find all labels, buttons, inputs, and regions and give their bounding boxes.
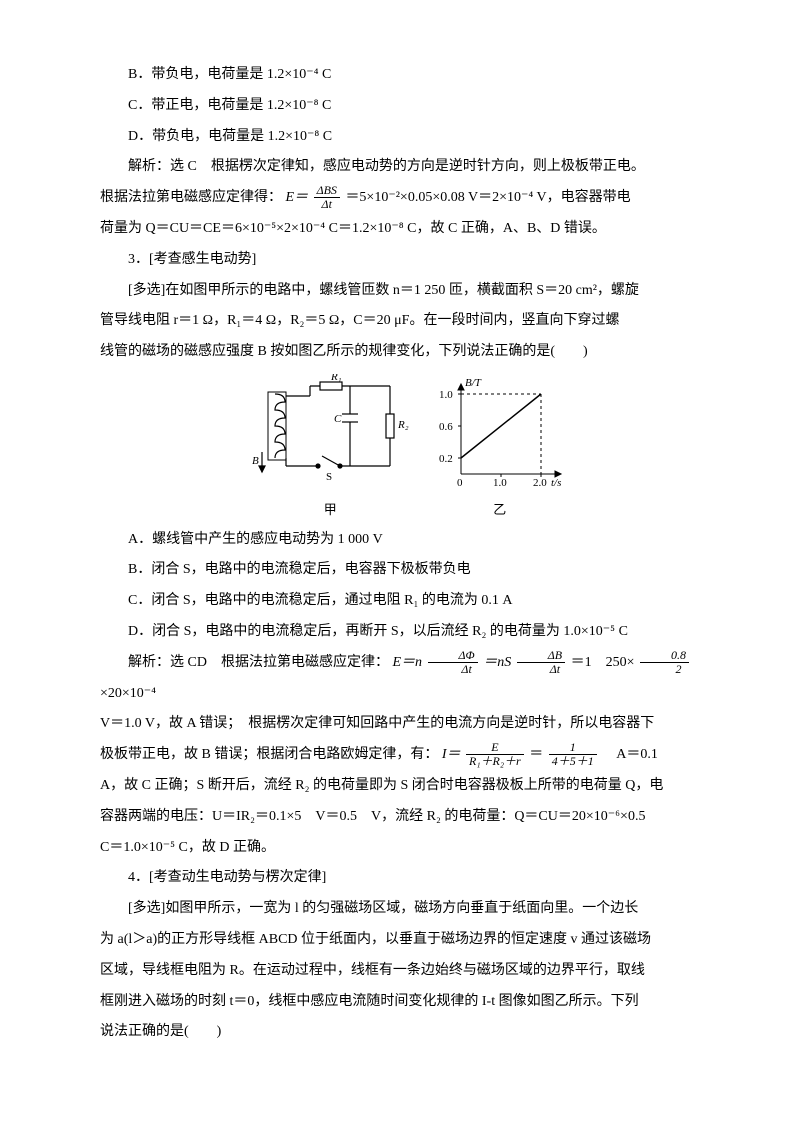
frac-08-2: 0.82	[640, 649, 689, 676]
option-b: B．带负电，电荷量是 1.2×10⁻⁴ C	[100, 60, 720, 91]
xtick-2: 2.0	[533, 477, 547, 489]
frac-dphi: ΔΦΔt	[428, 649, 478, 676]
q3-d: D．闭合 S，电路中的电流稳定后，再断开 S，以后流经 R₂ 的电荷量为 1.0…	[100, 617, 720, 648]
circuit-diagram: R₁ R₂ C S B	[250, 374, 410, 494]
solc-pre: 根据法拉第电磁感应定律得：	[100, 190, 282, 205]
frac-I2: 14＋5＋1	[549, 741, 597, 768]
label-r1: R₁	[330, 374, 342, 383]
sol3-Ieq: I＝	[442, 747, 461, 762]
sol3-tail3: A＝0.1	[602, 747, 658, 762]
ytick-1: 0.6	[439, 421, 453, 433]
q4-l1: [多选]如图甲所示，一宽为 l 的匀强磁场区域，磁场方向垂直于纸面向里。一个边长	[100, 894, 720, 925]
q4-l2: 为 a(l＞a)的正方形导线框 ABCD 位于纸面内，以垂直于磁场边界的恒定速度…	[100, 925, 720, 956]
option-c: C．带正电，电荷量是 1.2×10⁻⁸ C	[100, 91, 720, 122]
solution-c-line2: 根据法拉第电磁感应定律得： E＝ ΔBS Δt ＝5×10⁻²×0.05×0.0…	[100, 183, 720, 214]
option-d: D．带负电，电荷量是 1.2×10⁻⁸ C	[100, 122, 720, 153]
q3-stem1: [多选]在如图甲所示的电路中，螺线管匝数 n＝1 250 匝，横截面积 S＝20…	[100, 276, 720, 307]
sol3-eqI: ＝	[529, 747, 543, 762]
label-r2: R₂	[397, 419, 409, 431]
q4-l4: 框刚进入磁场的时刻 t＝0，线框中感应电流随时间变化规律的 I-t 图像如图乙所…	[100, 987, 720, 1018]
xtick-1: 1.0	[493, 477, 507, 489]
sol3-line2: V＝1.0 V，故 A 错误； 根据楞次定律可知回路中产生的电流方向是逆时针，所…	[100, 709, 720, 740]
xtick-0: 0	[457, 477, 463, 489]
q3-stem3: 线管的磁场的磁感应强度 B 按如图乙所示的规律变化，下列说法正确的是( )	[100, 337, 720, 368]
ytick-0: 0.2	[439, 453, 453, 465]
ylabel: B/T	[465, 377, 482, 389]
sol3-line3: 极板带正电，故 B 错误；根据闭合电路欧姆定律，有： I＝ ER₁＋R₂＋r ＝…	[100, 740, 720, 771]
q3-c: C．闭合 S，电路中的电流稳定后，通过电阻 R₁ 的电流为 0.1 A	[100, 586, 720, 617]
sol3-eq4: ×20×10⁻⁴	[100, 686, 156, 701]
solc-E: E＝	[286, 190, 309, 205]
bt-graph: B/T t/s 0.2 0.6 1.0 0 1.0 2.0	[431, 374, 571, 494]
fig-captions: 甲 乙	[100, 496, 720, 525]
sol3-E: E＝n	[392, 655, 422, 670]
sol3-pre: 解析：选 CD 根据法拉第电磁感应定律：	[128, 655, 389, 670]
q3-figures: R₁ R₂ C S B B/T t/s 0.2	[100, 374, 720, 494]
sol3-line1: 解析：选 CD 根据法拉第电磁感应定律： E＝n ΔΦΔt ＝nS ΔBΔt ＝…	[100, 648, 720, 710]
label-b: B	[252, 455, 259, 467]
q4-heading: 4．[考查动生电动势与楞次定律]	[100, 863, 720, 894]
cap-left: 甲	[250, 496, 410, 525]
sol3-line6: C＝1.0×10⁻⁵ C，故 D 正确。	[100, 833, 720, 864]
sol3-eq2: ＝nS	[483, 655, 511, 670]
q3-stem2: 管导线电阻 r＝1 Ω，R₁＝4 Ω，R₂＝5 Ω，C＝20 μF。在一段时间内…	[100, 306, 720, 337]
q3-a: A．螺线管中产生的感应电动势为 1 000 V	[100, 525, 720, 556]
sol3-eq3: ＝1 250×	[571, 655, 635, 670]
q4-l5: 说法正确的是( )	[100, 1017, 720, 1048]
frac-dBS-dt: ΔBS Δt	[314, 184, 340, 211]
q3-b: B．闭合 S，电路中的电流稳定后，电容器下极板带负电	[100, 555, 720, 586]
solc-mid: ＝5×10⁻²×0.05×0.08 V＝2×10⁻⁴ V，电容器带电	[345, 190, 630, 205]
frac-I1: ER₁＋R₂＋r	[466, 741, 524, 768]
q4-l3: 区域，导线框电阻为 R。在运动过程中，线框有一条边始终与磁场区域的边界平行，取线	[100, 956, 720, 987]
solution-c-line3: 荷量为 Q＝CU＝CE＝6×10⁻⁵×2×10⁻⁴ C＝1.2×10⁻⁸ C，故…	[100, 214, 720, 245]
frac-dB: ΔBΔt	[517, 649, 565, 676]
xlabel: t/s	[551, 477, 561, 489]
solution-c-line1: 解析：选 C 根据楞次定律知，感应电动势的方向是逆时针方向，则上极板带正电。	[100, 152, 720, 183]
sol3-line5: 容器两端的电压：U＝IR₂＝0.1×5 V＝0.5 V，流经 R₂ 的电荷量：Q…	[100, 802, 720, 833]
sol3-l3pre: 极板带正电，故 B 错误；根据闭合电路欧姆定律，有：	[100, 747, 438, 762]
sol3-line4: A，故 C 正确；S 断开后，流经 R₂ 的电荷量即为 S 闭合时电容器极板上所…	[100, 771, 720, 802]
ytick-2: 1.0	[439, 389, 453, 401]
label-s: S	[326, 471, 332, 483]
cap-right: 乙	[430, 496, 570, 525]
label-c: C	[334, 413, 342, 425]
q3-heading: 3．[考查感生电动势]	[100, 245, 720, 276]
